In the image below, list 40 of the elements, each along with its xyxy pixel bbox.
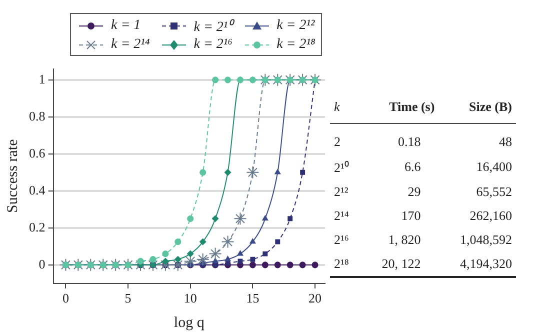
y-tick-label: 0 — [38, 256, 46, 272]
text: 0.18 — [398, 134, 421, 149]
text: 262,160 — [470, 208, 512, 223]
legend-label: k = 1 — [111, 18, 141, 34]
text: 20, 122 — [382, 256, 421, 271]
legend-label: k = 2¹² — [276, 18, 315, 34]
y-tick-label: 0.4 — [29, 182, 46, 198]
x-axis-title: log q — [174, 314, 205, 331]
category-label: 2 — [334, 134, 340, 149]
category-label: 2¹⁶ — [334, 232, 349, 247]
x-tick-label: 0 — [62, 290, 69, 306]
category-label: Time (s) — [388, 98, 436, 116]
legend-label: k = 2¹⁶ — [194, 37, 232, 53]
y-tick-label: 1 — [38, 71, 46, 86]
y-tick-label: 0.8 — [29, 108, 46, 124]
y-tick-label: 0.2 — [29, 219, 46, 234]
y-axis-title: Success rate — [4, 138, 21, 213]
text: 1, 820 — [388, 232, 421, 247]
legend-label: k = 2¹⁸ — [276, 37, 316, 53]
category-label: Size (B) — [468, 98, 513, 116]
x-tick-label: 15 — [246, 290, 260, 306]
legend-label: k = 2¹⁰ — [194, 18, 233, 36]
text: 6.6 — [404, 159, 421, 174]
category-label: k — [333, 98, 341, 116]
category-label: 2¹⁰ — [334, 160, 350, 175]
legend-label: k = 2¹⁴ — [111, 37, 150, 53]
text: 29 — [408, 184, 421, 199]
text: 1,048,592 — [460, 232, 512, 247]
category-label: 2¹⁸ — [334, 256, 349, 271]
text: 4,194,320 — [460, 256, 512, 271]
category-label: 2¹² — [334, 184, 348, 199]
y-tick-label: 0.6 — [29, 145, 46, 160]
x-tick-label: 20 — [308, 290, 322, 306]
x-tick-label: 10 — [184, 290, 197, 306]
category-label: 2¹⁴ — [334, 208, 349, 223]
text: 170 — [401, 208, 421, 223]
text: 48 — [499, 134, 512, 149]
text: 16,400 — [476, 159, 512, 174]
x-tick-label: 5 — [124, 290, 132, 306]
text: 65,552 — [476, 184, 512, 199]
